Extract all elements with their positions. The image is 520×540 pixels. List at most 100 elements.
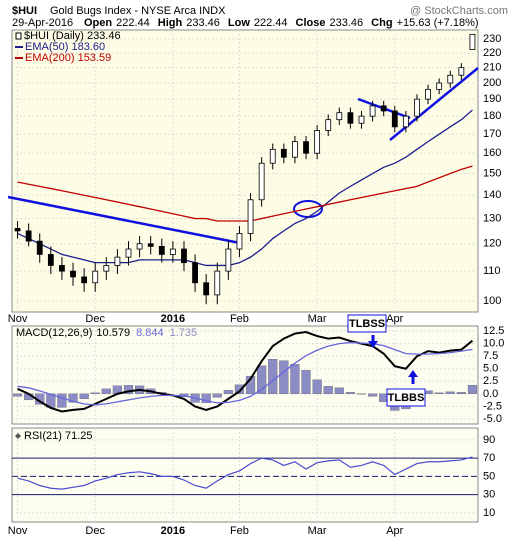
legend-swatch xyxy=(15,433,21,439)
candle-body xyxy=(136,243,143,250)
y-tick-label: 220 xyxy=(483,47,501,59)
candle-body xyxy=(258,162,265,201)
candle-body xyxy=(70,270,76,278)
histogram-bar xyxy=(345,392,355,394)
candle-body xyxy=(325,119,332,131)
candle-body xyxy=(414,98,420,117)
quote-value: 233.46 xyxy=(186,17,220,29)
quote-value: 222.44 xyxy=(254,17,288,29)
credit: @ StockCharts.com xyxy=(410,5,508,17)
candle-body xyxy=(425,88,431,100)
histogram-bar xyxy=(90,392,100,394)
y-tick-label: -2.5 xyxy=(483,400,502,412)
y-tick-label: 2.5 xyxy=(483,375,498,387)
legend-label: $HUI (Daily) 233.46 xyxy=(24,30,121,42)
candle-body xyxy=(269,148,276,164)
histogram-bar xyxy=(212,393,222,398)
candle-body xyxy=(347,112,354,124)
x-tick-label: Mar xyxy=(308,313,327,325)
quote-value: +15.63 (+7.18%) xyxy=(397,17,479,29)
candle-body xyxy=(192,262,198,284)
histogram-bar xyxy=(368,393,378,397)
rsi-panel xyxy=(11,427,479,523)
histogram-bar xyxy=(290,364,300,394)
y-tick-label: 110 xyxy=(483,265,501,277)
histogram-bar xyxy=(268,359,278,394)
candle-body xyxy=(47,254,54,266)
y-tick-label: 7.5 xyxy=(483,350,498,362)
legend-label: EMA(200) 153.59 xyxy=(25,52,111,64)
x-tick-label: Mar xyxy=(308,525,327,537)
quote-label: Close xyxy=(296,17,326,29)
y-tick-label: 140 xyxy=(483,189,501,201)
symbol: $HUI xyxy=(12,5,37,17)
candle-body xyxy=(303,141,309,154)
histogram-bar xyxy=(323,386,333,394)
histogram-bar xyxy=(456,392,466,394)
line xyxy=(17,109,473,267)
histogram-bar xyxy=(234,384,245,394)
legend-label: EMA(50) 183.60 xyxy=(25,41,105,53)
histogram-bar xyxy=(68,393,78,403)
candle-body xyxy=(336,112,343,121)
line xyxy=(17,456,473,490)
candle-body xyxy=(125,248,132,258)
histogram-bar xyxy=(356,393,367,395)
x-tick-label: Feb xyxy=(230,525,249,537)
histogram-bar xyxy=(101,388,111,394)
subtitle: Gold Bugs Index - NYSE Arca INDX xyxy=(50,5,226,17)
y-tick-label: 100 xyxy=(483,295,501,307)
candle-body xyxy=(225,248,232,272)
y-tick-label: 5.0 xyxy=(483,363,498,375)
y-tick-label: 70 xyxy=(483,452,495,464)
y-tick-label: 210 xyxy=(483,62,501,74)
annotation-box xyxy=(347,314,387,333)
candle-body xyxy=(81,276,88,284)
y-tick-label: 12.5 xyxy=(483,325,504,337)
candle-body xyxy=(147,243,154,247)
candle-body xyxy=(247,199,254,234)
candle-body xyxy=(391,110,398,128)
line xyxy=(17,341,473,406)
arrow-head xyxy=(368,341,378,348)
histogram-bar xyxy=(12,393,23,397)
quote-label: High xyxy=(158,17,183,29)
trendline xyxy=(389,67,479,141)
x-tick-label: Apr xyxy=(386,313,403,325)
candle-body xyxy=(114,256,121,266)
candle-body xyxy=(103,265,110,272)
legend-value: 1.735 xyxy=(170,327,198,339)
histogram-bar xyxy=(79,393,89,400)
y-tick-label: 190 xyxy=(483,93,501,105)
candle-body xyxy=(25,230,32,242)
histogram-bar xyxy=(445,391,455,394)
quote-label: Chg xyxy=(371,17,392,29)
candle-body xyxy=(92,270,99,284)
candle-body xyxy=(292,141,298,158)
legend-swatch xyxy=(15,32,22,40)
candle-body xyxy=(402,115,409,128)
quote-value: 233.46 xyxy=(330,17,364,29)
histogram-bar xyxy=(434,392,444,394)
annotation: TLBSS xyxy=(349,318,385,330)
candle-body xyxy=(214,270,221,296)
quote-value: 222.44 xyxy=(116,17,150,29)
candle-body xyxy=(380,105,387,112)
y-tick-label: 50 xyxy=(483,470,495,482)
x-tick-label: Dec xyxy=(85,525,105,537)
candle-body xyxy=(59,265,65,272)
x-tick-label: Nov xyxy=(8,313,28,325)
y-tick-label: -5.0 xyxy=(483,413,502,425)
candle-body xyxy=(314,130,321,154)
candle-body xyxy=(236,233,243,250)
y-tick-label: 160 xyxy=(483,147,501,159)
date: 29-Apr-2016 xyxy=(12,17,73,29)
x-tick-label: Nov xyxy=(8,525,28,537)
histogram-bar xyxy=(123,385,134,394)
x-tick-label: Dec xyxy=(85,313,105,325)
annotation-box xyxy=(386,388,426,407)
candle-body xyxy=(14,227,21,232)
trendline xyxy=(7,195,241,245)
y-tick-label: 230 xyxy=(483,33,501,45)
